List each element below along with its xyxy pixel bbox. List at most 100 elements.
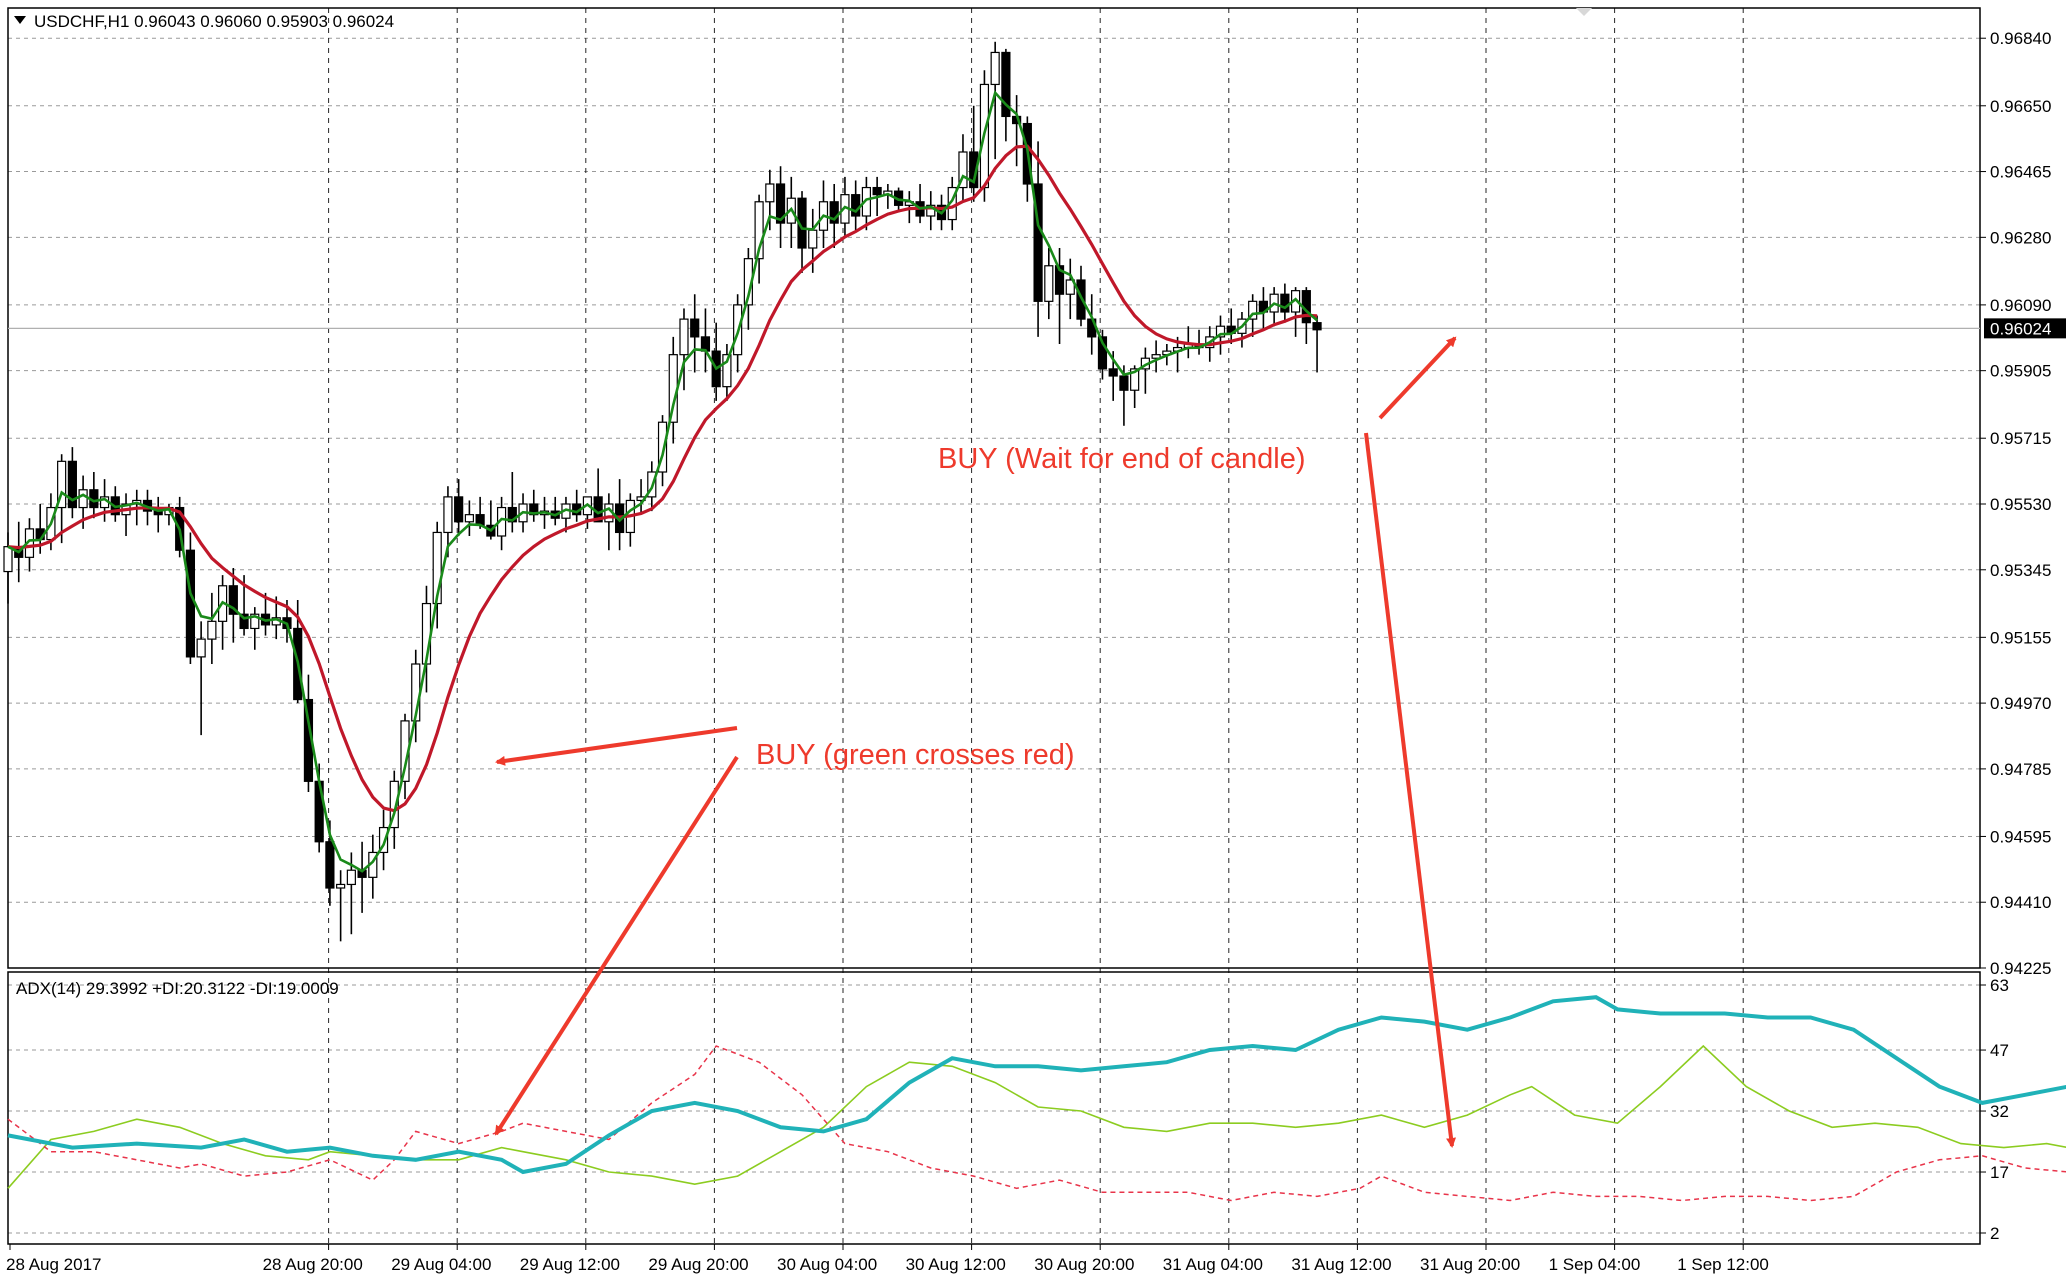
moving-averages: [7, 90, 1318, 873]
candle-body: [958, 151, 968, 189]
candle-body: [1280, 293, 1290, 313]
candle-body: [679, 318, 689, 356]
indicator-header: ADX(14) 29.3992 +DI:20.3122 -DI:19.0009: [16, 979, 339, 998]
annotation-buy-cross: BUY (green crosses red): [756, 739, 1075, 771]
time-tick-label: 31 Aug 20:00: [1420, 1255, 1520, 1274]
candle-body: [228, 585, 238, 615]
candle-body: [336, 883, 346, 889]
price-tick-label: 0.94225: [1990, 959, 2051, 978]
candle-body: [78, 489, 88, 509]
price-tick-label: 0.96090: [1990, 296, 2051, 315]
adx-tick-label: 47: [1990, 1041, 2009, 1060]
current-price-badge: [1984, 318, 2066, 339]
current-price-label: 0.96024: [1990, 319, 2051, 338]
candle-body: [1130, 368, 1140, 391]
candle-body: [990, 51, 1000, 86]
candle-body: [250, 613, 260, 630]
candle-body: [1054, 265, 1065, 295]
candle-body: [808, 229, 818, 249]
price-tick-label: 0.96840: [1990, 29, 2051, 48]
price-axis: 0.96840 0.96650 0.96465 0.96280 0.96090 0.959…: [1980, 29, 2051, 978]
candle-body: [57, 460, 67, 509]
price-tick-label: 0.96280: [1990, 228, 2051, 247]
price-tick-label: 0.95905: [1990, 362, 2051, 381]
candle-body: [1151, 354, 1161, 359]
candle-body: [1108, 368, 1118, 377]
candle-body: [196, 638, 206, 658]
candle-body: [464, 514, 474, 523]
candle-body: [1119, 375, 1129, 391]
candle-body: [969, 151, 979, 189]
shift-marker-icon[interactable]: [1576, 8, 1592, 16]
candle-body: [722, 354, 732, 388]
time-tick-label: 31 Aug 04:00: [1163, 1255, 1263, 1274]
candle-body: [765, 183, 775, 203]
fast-ma-line: [7, 90, 1318, 873]
candle-body: [185, 549, 196, 658]
time-tick-label: 30 Aug 20:00: [1034, 1255, 1134, 1274]
candle-body: [775, 183, 786, 224]
candle-body: [1312, 322, 1322, 331]
price-tick-label: 0.95715: [1990, 429, 2051, 448]
grid: [8, 8, 1980, 1244]
time-tick-label: 30 Aug 04:00: [777, 1255, 877, 1274]
adx-tick-label: 32: [1990, 1102, 2009, 1121]
annotation-arrow-adx-cross: [494, 755, 739, 1136]
annotation-arrow-wait-candle: [1378, 336, 1457, 420]
annotation-buy-wait: BUY (Wait for end of candle): [938, 443, 1306, 475]
price-tick-label: 0.94410: [1990, 893, 2051, 912]
price-tick-label: 0.95345: [1990, 561, 2051, 580]
candle-body: [1065, 279, 1075, 295]
price-tick-label: 0.96650: [1990, 97, 2051, 116]
price-tick-label: 0.95155: [1990, 628, 2051, 647]
price-tick-label: 0.96465: [1990, 163, 2051, 182]
candle-body: [67, 460, 77, 509]
time-tick-label: 28 Aug 2017: [6, 1255, 101, 1274]
adx-tick-label: 63: [1990, 976, 2009, 995]
candle-body: [657, 421, 668, 473]
candle-body: [3, 546, 13, 573]
candle-body: [1097, 336, 1108, 370]
price-panel-frame: [7, 7, 1981, 969]
adx-series-di: [7, 1044, 2066, 1189]
adx-series-di: [7, 1045, 2066, 1202]
indicator-panel-frame: [7, 971, 1981, 1245]
time-tick-label: 31 Aug 12:00: [1291, 1255, 1391, 1274]
time-tick-label: 29 Aug 04:00: [391, 1255, 491, 1274]
candle-body: [1044, 265, 1054, 302]
time-tick-label: 1 Sep 12:00: [1677, 1255, 1769, 1274]
time-tick-label: 1 Sep 04:00: [1549, 1255, 1641, 1274]
annotation-arrow-cross: [495, 726, 738, 766]
price-tick-label: 0.95530: [1990, 495, 2051, 514]
candle-body: [829, 201, 839, 224]
candle-body: [325, 841, 335, 889]
candle-body: [454, 496, 464, 523]
symbol-header: USDCHF,H1 0.96043 0.96060 0.95903 0.9602…: [34, 12, 394, 31]
annotation-arrow-adx-wait: [1364, 432, 1457, 1148]
time-axis: 28 Aug 2017 28 Aug 20:00 29 Aug 04:00 29 Au…: [6, 1244, 1769, 1274]
time-tick-label: 30 Aug 12:00: [906, 1255, 1006, 1274]
time-tick-label: 28 Aug 20:00: [263, 1255, 363, 1274]
adx-tick-label: 17: [1990, 1163, 2009, 1182]
time-tick-label: 29 Aug 20:00: [648, 1255, 748, 1274]
candle-body: [861, 186, 872, 217]
candle-body: [1248, 300, 1258, 320]
candle-body: [389, 780, 399, 829]
price-tick-label: 0.94970: [1990, 694, 2051, 713]
candle-body: [443, 496, 453, 534]
candle-body: [754, 201, 764, 260]
candle-body: [1033, 183, 1043, 302]
adx-series-adx: [7, 995, 2066, 1175]
slow-ma-line: [7, 144, 1318, 813]
time-tick-label: 29 Aug 12:00: [520, 1255, 620, 1274]
candle-body: [1001, 51, 1011, 118]
dropdown-triangle-icon[interactable]: [14, 16, 26, 24]
candle-body: [507, 506, 517, 523]
candle-body: [378, 826, 389, 854]
candle-body: [1215, 325, 1226, 338]
candle-body: [690, 318, 700, 338]
price-tick-label: 0.94785: [1990, 760, 2051, 779]
candle-body: [872, 186, 882, 196]
